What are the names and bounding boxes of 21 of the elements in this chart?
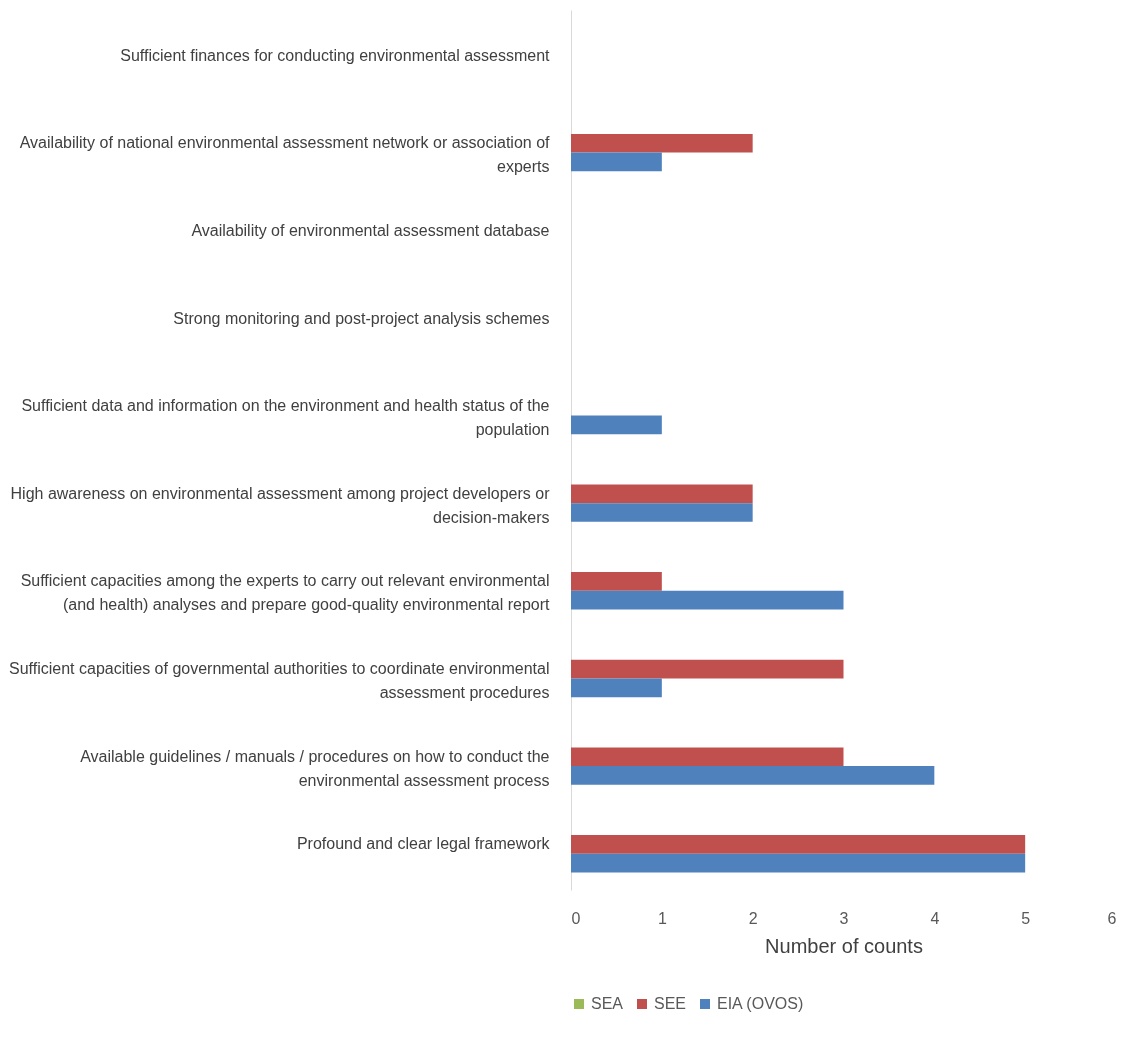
legend-label: EIA (OVOS) — [717, 995, 804, 1012]
y-tick-label: Availability of environmental assessment database — [191, 221, 550, 239]
x-axis-title: Number of counts — [765, 934, 923, 957]
y-tick-label: Availability of national environmental assessment network or association of experts — [19, 134, 551, 176]
y-tick-label: Sufficient capacities among the experts to carry out relevant environmental (and health) analyses and prepare good-quality environmental report — [20, 572, 551, 614]
y-tick-label: Sufficient finances for conducting environmental assessment — [120, 46, 551, 64]
y-tick-label: Profound and clear legal framework — [296, 835, 551, 853]
y-tick-label: Sufficient data and information on the environment and health status of the population — [21, 397, 550, 439]
y-tick-label: Available guidelines / manuals / procedures on how to conduct the environmental assessment process — [80, 747, 550, 789]
x-tick-label: 4 — [930, 909, 940, 927]
x-tick-label: 3 — [839, 909, 849, 927]
legend-label: SEA — [591, 995, 624, 1012]
x-tick-label: 5 — [1021, 909, 1031, 927]
x-tick-label: 0 — [571, 909, 581, 927]
y-tick-label: High awareness on environmental assessment among project developers or decision-makers — [10, 484, 551, 526]
legend-label: SEE — [654, 995, 687, 1012]
x-tick-label: 6 — [1107, 909, 1117, 927]
y-tick-label: Sufficient capacities of governmental authorities to coordinate environmental assessment procedures — [9, 660, 550, 702]
x-tick-label: 2 — [748, 909, 758, 927]
y-tick-label: Strong monitoring and post-project analysis schemes — [173, 309, 550, 327]
x-tick-label: 1 — [657, 909, 667, 927]
